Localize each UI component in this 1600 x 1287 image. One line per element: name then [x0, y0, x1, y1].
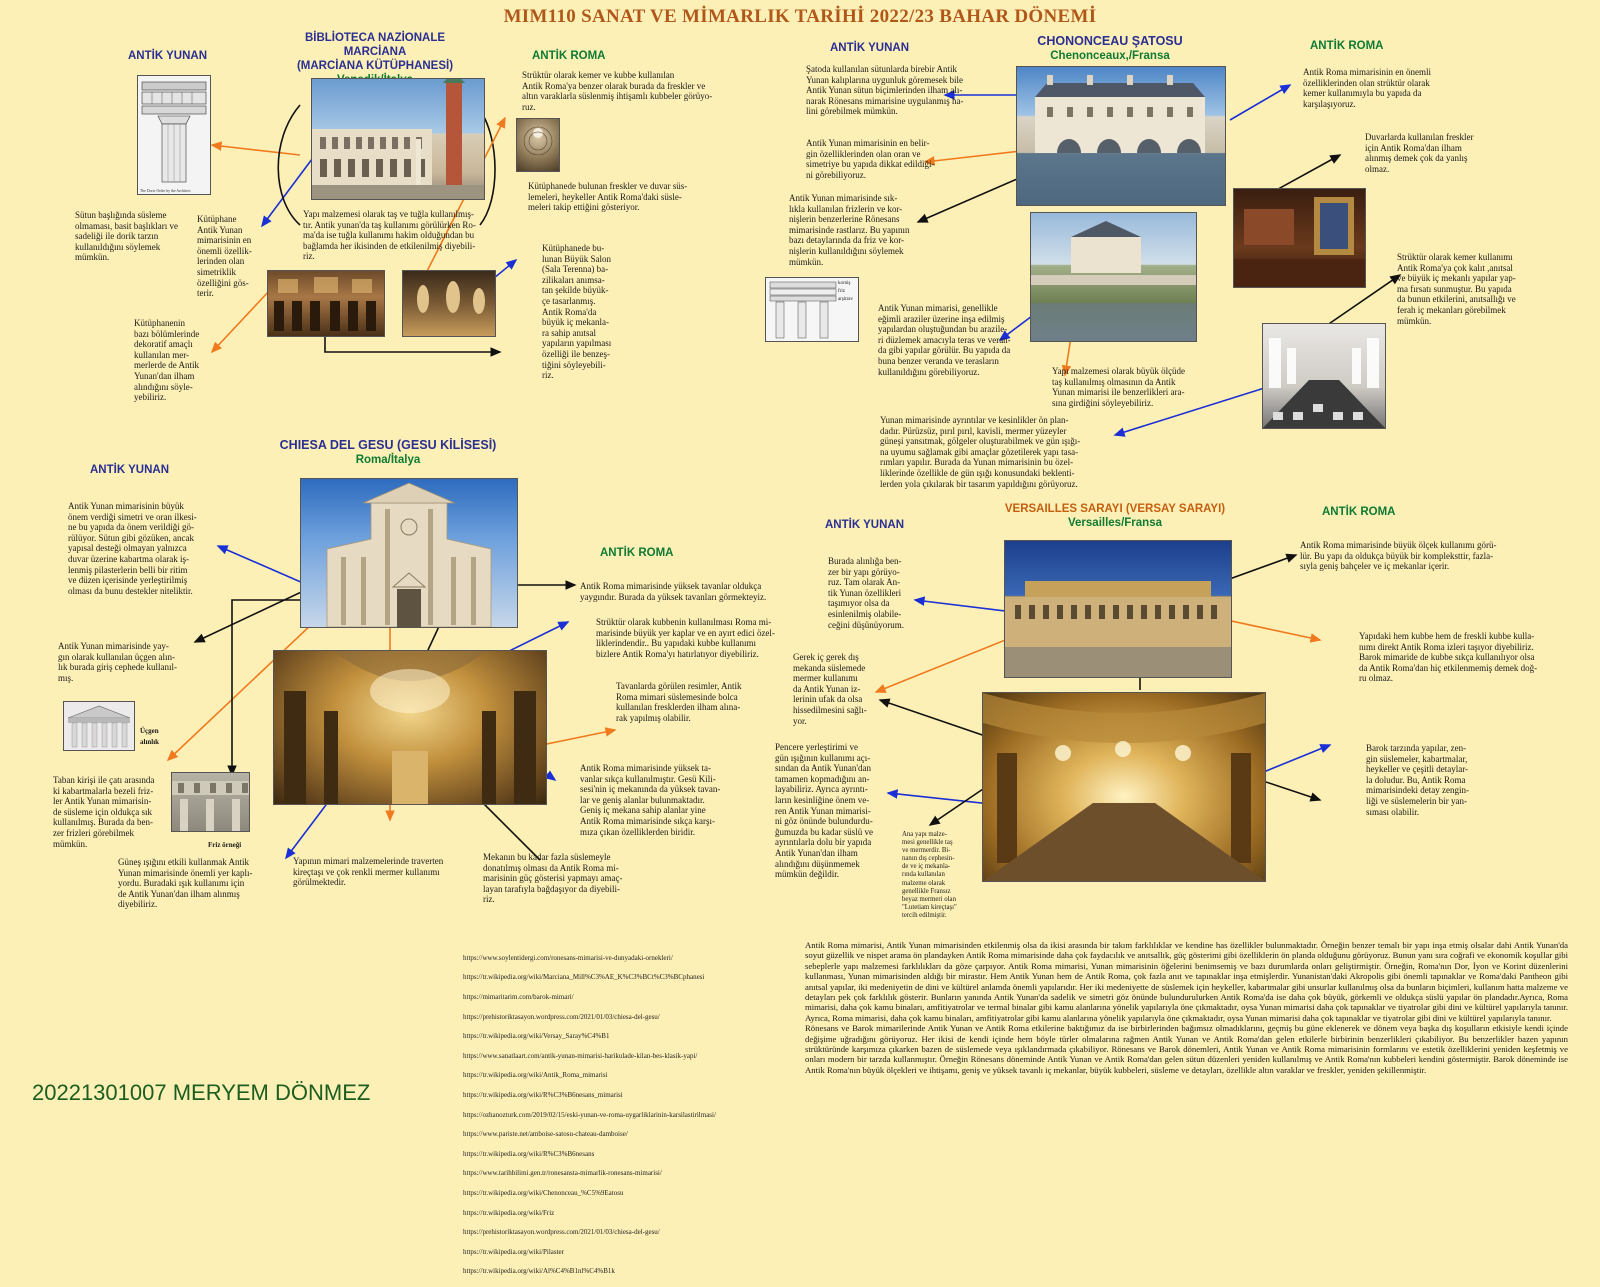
chenonceau-proportion-text: Antik Yunan mimarisinin en belir- gin öz… — [806, 138, 935, 180]
pediment-photo — [63, 701, 135, 751]
gesu-high-ceilings-text: Antik Roma mimarisinde yüksek ta- vanlar… — [580, 763, 721, 837]
marciana-roman-label: ANTİK ROMA — [532, 50, 606, 62]
marciana-column-text: Sütun başlığında süsleme olmaması, basit… — [75, 210, 178, 263]
chenonceau-location: Chenonceaux,/Fransa — [1050, 50, 1170, 62]
chenonceau-fresco-text: Duvarlarda kullanılan freskler için Anti… — [1365, 132, 1474, 174]
marciana-decor-text: Kütüphanenin bazı bölümlerinde dekoratif… — [134, 318, 200, 403]
chenonceau-frieze-text: Antik Yunan mimarisinde sık- lıkla kulla… — [789, 193, 910, 267]
gesu-frieze-text: Taban kirişi ile çatı arasında ki kabart… — [53, 775, 155, 849]
essay-paragraph: Antik Roma mimarisi, Antik Yunan mimaris… — [805, 940, 1568, 1023]
gesu-facade-photo — [300, 478, 518, 628]
reference-item[interactable]: https://www.pariste.net/amboise-satosu-c… — [463, 1130, 628, 1139]
frieze-caption: Friz örneği — [208, 841, 242, 849]
reference-item[interactable]: https://tr.wikipedia.org/wiki/Chenonceau… — [463, 1188, 624, 1197]
chenonceau-title: CHONONCEAU ŞATOSU Chenonceaux,/Fransa — [1020, 34, 1200, 64]
versailles-hall-of-mirrors-photo — [982, 692, 1266, 882]
reference-item[interactable]: https://tr.wikipedia.org/wiki/Marciana_M… — [463, 973, 705, 982]
chenonceau-monumental-text: Strüktür olarak kemer kullanımı Antik Ro… — [1397, 252, 1516, 326]
reference-item[interactable]: https://www.sanatlaart.com/antik-yunan-m… — [463, 1051, 698, 1060]
reference-item[interactable]: https://tr.wikipedia.org/wiki/R%C3%B6nes… — [463, 1149, 595, 1158]
gesu-interior-photo — [273, 650, 547, 805]
versailles-windows-text: Pencere yerleştirimi ve gün ışığının kul… — [775, 742, 873, 880]
chenonceau-fresco-room-photo — [1233, 188, 1366, 288]
marciana-exterior-photo — [311, 78, 485, 200]
chenonceau-name: CHONONCEAU ŞATOSU — [1037, 34, 1183, 48]
marciana-hall-photo — [267, 270, 385, 337]
marciana-name: BİBLİOTECA NAZİONALE MARCİANA — [304, 32, 446, 58]
reference-item[interactable]: https://prehistoriktasayon.wordpress.com… — [463, 1012, 660, 1021]
reference-item[interactable]: https://mimaritarim.com/barok-mimari/ — [463, 992, 574, 1001]
versailles-scale-text: Antik Roma mimarisinde büyük ölçek kulla… — [1300, 540, 1497, 572]
chenonceau-arch-text: Antik Roma mimarisinin en önemli özellik… — [1303, 67, 1431, 109]
versailles-roman-label: ANTİK ROMA — [1322, 506, 1396, 518]
chenonceau-columns-text: Şatoda kullanılan sütunlarda birebir Ant… — [806, 64, 964, 117]
reference-item[interactable]: https://prehistoriktasayon.wordpress.com… — [463, 1228, 660, 1237]
gesu-pediment-text: Antik Yunan mimarisinde yay- gın olarak … — [58, 641, 177, 683]
doric-caption: The Doric Order by the Architect — [140, 189, 191, 193]
reference-item[interactable]: https://ozhanozturk.com/2019/02/15/eski-… — [463, 1110, 716, 1119]
chenonceau-slopes-text: Antik Yunan mimarisi, genellikle eğimli … — [878, 303, 1011, 377]
doric-order-image: The Doric Order by the Architect — [137, 75, 211, 195]
gesu-location: Roma/İtalya — [355, 454, 421, 466]
gesu-greek-label: ANTİK YUNAN — [90, 464, 170, 476]
chenonceau-precision-text: Yunan mimarisinde ayrıntılar ve kesinlik… — [880, 415, 1081, 489]
gesu-symmetry-text: Antik Yunan mimarisinin büyük önem verdi… — [68, 501, 197, 596]
marciana-frescoes-text: Kütüphanede bulunan freskler ve duvar sü… — [528, 181, 688, 213]
gesu-ornament-text: Mekanın bu kadar fazla süslemeyle donatı… — [483, 852, 623, 905]
gesu-ceilings-text: Antik Roma mimarisinde yüksek tavanlar o… — [580, 581, 767, 602]
versailles-baroque-text: Barok tarzında yapılar, zen- gin süsleme… — [1366, 743, 1469, 817]
chenonceau-stone-text: Yapı malzemesi olarak büyük ölçüde taş k… — [1052, 366, 1186, 408]
versailles-domes-text: Yapıdaki hem kubbe hem de freskli kubbe … — [1359, 631, 1538, 684]
gesu-name: CHIESA DEL GESU (GESU KİLİSESİ) — [279, 438, 497, 452]
reference-item[interactable]: https://www.tarihbilimi.gen.tr/ronesanst… — [463, 1169, 662, 1178]
gesu-roman-label: ANTİK ROMA — [600, 547, 674, 559]
reference-item[interactable]: https://tr.wikipedia.org/wiki/Friz — [463, 1208, 555, 1217]
chenonceau-roman-label: ANTİK ROMA — [1310, 40, 1384, 52]
marciana-salon-text: Kütüphanede bu- lunan Büyük Salon (Sala … — [542, 243, 612, 381]
reference-item[interactable]: https://www.soylentidergi.com/ronesans-m… — [463, 953, 673, 962]
versailles-greek-label: ANTİK YUNAN — [825, 519, 905, 531]
versailles-name: VERSAILLES SARAYI (VERSAY SARAYI) — [1004, 503, 1226, 515]
marciana-roman-arch-text: Strüktür olarak kemer ve kubbe kullanıla… — [522, 70, 713, 112]
reference-item[interactable]: https://tr.wikipedia.org/wiki/Versay_Sar… — [463, 1032, 610, 1041]
versailles-location: Versailles/Fransa — [1068, 517, 1162, 529]
marciana-greek-label: ANTİK YUNAN — [128, 50, 208, 62]
cornice-diagram: korniş friz arşitrav — [765, 277, 859, 342]
chenonceau-gallery-photo — [1262, 323, 1386, 429]
marciana-library-text: Kütüphane Antik Yunan mimarisinin en öne… — [197, 214, 252, 299]
gesu-dome-text: Strüktür olarak kubbenin kullanılması Ro… — [596, 617, 775, 659]
gesu-light-text: Güneş ışığını etkili kullanmak Antik Yun… — [118, 857, 253, 910]
versailles-title: VERSAILLES SARAYI (VERSAY SARAYI) Versai… — [995, 502, 1235, 530]
frieze-label: friz — [838, 289, 845, 294]
cornice-label: korniş — [838, 281, 851, 286]
versailles-exterior-photo — [1004, 540, 1232, 678]
references-list: https://www.soylentidergi.com/ronesans-m… — [463, 944, 793, 1287]
versailles-materials-text: Ana yapı malze- mesi genellikle taş ve m… — [902, 831, 957, 919]
student-id-name: 20221301007 MERYEM DÖNMEZ — [32, 1080, 371, 1105]
reference-item[interactable]: https://tr.wikipedia.org/wiki/R%C3%B6nes… — [463, 1090, 623, 1099]
chenonceau-terrace-photo — [1030, 212, 1197, 342]
versailles-pediment-text: Burada alınlığa ben- zer bir yapı görüyo… — [828, 556, 904, 630]
pantheon-dome-photo — [516, 118, 560, 172]
chenonceau-greek-label: ANTİK YUNAN — [830, 42, 910, 54]
frieze-photo — [171, 772, 250, 832]
essay: Antik Roma mimarisi, Antik Yunan mimaris… — [805, 940, 1568, 1075]
gesu-title: CHIESA DEL GESU (GESU KİLİSESİ) Roma/İta… — [278, 438, 498, 468]
architrave-label: arşitrav — [838, 297, 853, 302]
gesu-paintings-text: Tavanlarda görülen resimler, Antik Roma … — [616, 681, 742, 723]
marciana-statues-photo — [402, 270, 496, 337]
versailles-marble-text: Gerek iç gerek dış mekanda süslemede mer… — [793, 652, 867, 726]
reference-item[interactable]: https://tr.wikipedia.org/wiki/Pilaster — [463, 1247, 564, 1256]
reference-item[interactable]: https://tr.wikipedia.org/wiki/Al%C4%B1nl… — [463, 1267, 615, 1276]
essay-paragraph: Rönesans ve Barok mimarilerinde Antik Yu… — [805, 1023, 1568, 1075]
pediment-caption: Üçgen alınlık — [140, 727, 160, 746]
poster-title: MIM110 SANAT VE MİMARLIK TARİHİ 2022/23 … — [503, 6, 1097, 27]
chenonceau-exterior-photo — [1016, 66, 1226, 206]
marciana-name-2: (MARCİANA KÜTÜPHANESİ) — [296, 60, 454, 72]
gesu-travertine-text: Yapının mimari malzemelerinde traverten … — [293, 856, 444, 888]
reference-item[interactable]: https://tr.wikipedia.org/wiki/Antik_Roma… — [463, 1071, 608, 1080]
marciana-material-text: Yapı malzemesi olarak taş ve tuğla kulla… — [303, 209, 476, 262]
